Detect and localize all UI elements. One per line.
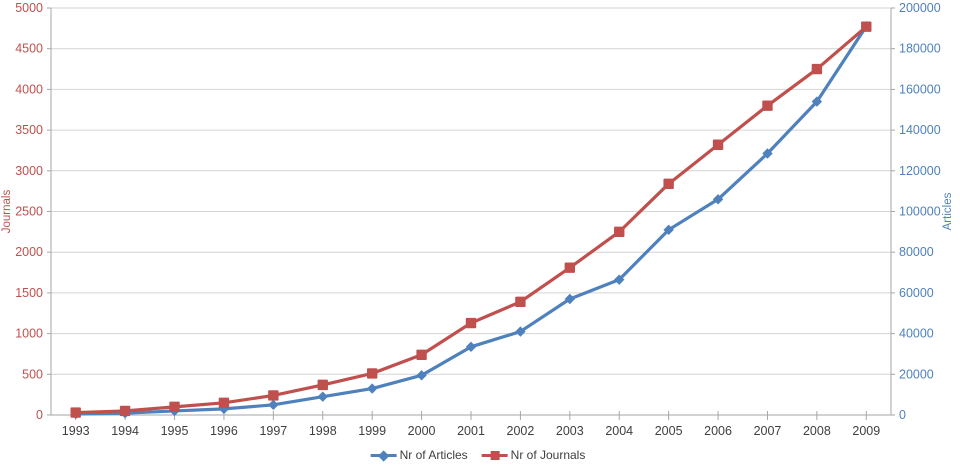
x-axis-tick-label: 1995 <box>161 424 189 438</box>
diamond-marker <box>317 391 328 402</box>
diamond-marker <box>268 399 279 411</box>
right-axis-tick-label: 120000 <box>899 164 941 178</box>
square-marker <box>70 407 81 418</box>
x-axis-tick-label: 2006 <box>704 424 732 438</box>
right-axis-tick-label: 20000 <box>899 367 934 381</box>
right-axis-tick-label: 60000 <box>899 286 934 300</box>
square-marker <box>169 401 180 413</box>
line-diamond-icon <box>370 449 397 462</box>
left-axis-tick-label: 1500 <box>15 286 43 300</box>
x-axis-tick-label: 2002 <box>507 424 535 438</box>
x-axis-tick-label: 1996 <box>210 424 238 438</box>
left-axis-tick-label: 5000 <box>15 1 43 15</box>
diamond-marker <box>811 96 823 107</box>
square-marker <box>712 139 724 150</box>
left-axis-tick-label: 1000 <box>15 327 43 341</box>
left-axis-tick-label: 3500 <box>15 123 43 137</box>
x-axis-tick-label: 1997 <box>259 424 287 438</box>
diamond-marker <box>564 293 576 305</box>
left-axis-tick-label: 4500 <box>15 42 43 56</box>
square-marker <box>515 296 526 308</box>
legend-label-journals: Nr of Journals <box>510 448 586 462</box>
x-axis-tick-label: 2003 <box>556 424 584 438</box>
left-axis-tick-label: 4000 <box>15 82 43 96</box>
right-axis-tick-label: 160000 <box>899 82 941 96</box>
square-marker <box>861 21 872 32</box>
right-axis-tick-label: 140000 <box>899 123 941 137</box>
x-axis-tick-label: 2004 <box>605 424 633 438</box>
square-marker <box>218 397 230 408</box>
square-marker <box>317 379 328 391</box>
square-marker <box>663 178 674 190</box>
square-marker <box>465 317 477 329</box>
x-axis-tick-label: 2007 <box>754 424 782 438</box>
diamond-marker <box>515 326 526 337</box>
right-axis-tick-label: 40000 <box>899 327 934 341</box>
x-axis-tick-label: 2008 <box>803 424 831 438</box>
diamond-marker <box>465 341 477 353</box>
x-axis-tick-label: 1998 <box>309 424 337 438</box>
diamond-marker <box>614 274 625 285</box>
square-marker <box>614 226 625 238</box>
right-axis-tick-label: 200000 <box>899 1 941 15</box>
legend-label-articles: Nr of Articles <box>399 448 468 462</box>
diamond-marker <box>663 224 674 236</box>
x-axis-tick-label: 1999 <box>358 424 386 438</box>
line-square-icon <box>481 449 508 462</box>
series-line-nr-of-articles <box>74 24 868 416</box>
x-axis-tick-label: 2005 <box>655 424 683 438</box>
square-marker <box>416 349 427 360</box>
left-axis-tick-label: 0 <box>36 408 43 422</box>
legend-item-articles: Nr of Articles <box>370 448 468 462</box>
x-axis-tick-label: 2009 <box>852 424 880 438</box>
right-axis-title: Articles <box>942 192 954 230</box>
x-axis-tick-label: 2001 <box>457 424 485 438</box>
x-axis-tick-label: 1994 <box>111 424 139 438</box>
left-axis-tick-label: 2500 <box>15 205 43 219</box>
x-axis-tick-label: 2000 <box>408 424 436 438</box>
right-axis-tick-label: 80000 <box>899 245 934 259</box>
series-line-nr-of-journals <box>74 25 868 415</box>
square-marker <box>268 390 279 401</box>
diamond-marker <box>416 370 427 381</box>
square-marker <box>564 262 576 273</box>
right-axis-tick-label: 0 <box>899 408 906 422</box>
left-axis-tick-label: 2000 <box>15 245 43 259</box>
x-axis-tick-label: 1993 <box>62 424 90 438</box>
diamond-marker <box>366 383 378 394</box>
diamond-marker <box>762 148 773 159</box>
diamond-marker <box>712 194 724 205</box>
left-axis-tick-label: 500 <box>22 367 43 381</box>
square-marker <box>762 100 773 111</box>
square-marker <box>119 405 131 417</box>
left-axis-title: Journals <box>1 190 13 234</box>
square-marker <box>811 63 823 75</box>
square-marker <box>366 368 378 379</box>
left-axis-tick-label: 3000 <box>15 164 43 178</box>
legend-item-journals: Nr of Journals <box>481 448 586 462</box>
right-axis-tick-label: 180000 <box>899 42 941 56</box>
chart-legend: Nr of Articles Nr of Journals <box>370 447 586 463</box>
right-axis-tick-label: 100000 <box>899 205 941 219</box>
